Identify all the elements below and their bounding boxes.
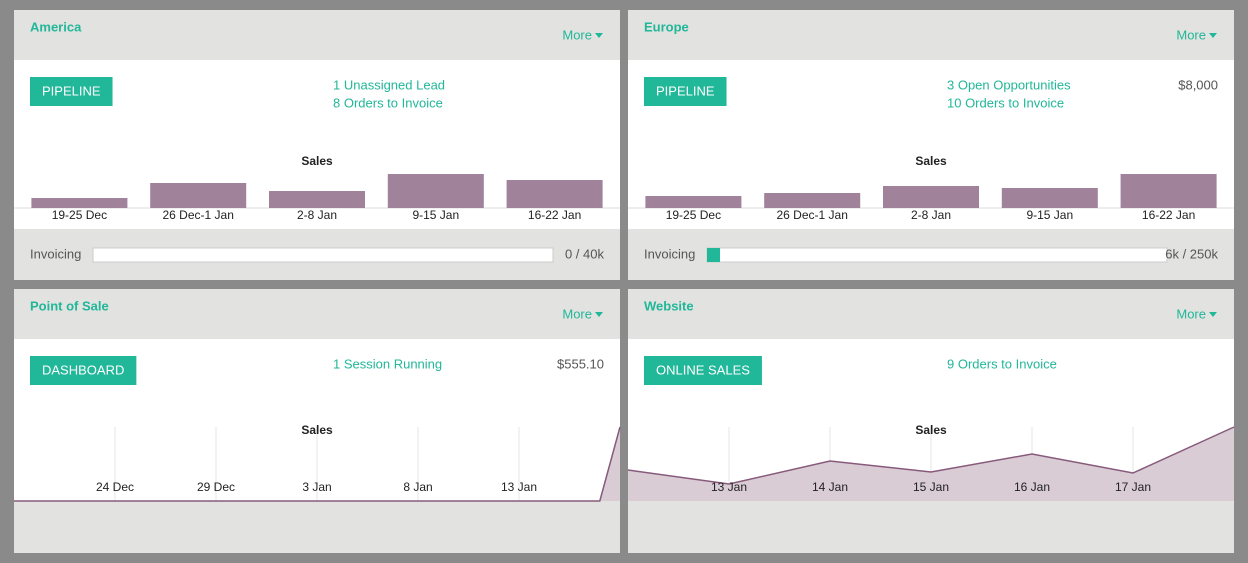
progress-fill (707, 248, 721, 262)
progress-track (92, 247, 554, 263)
caret (1209, 312, 1217, 317)
caret (1209, 33, 1217, 38)
x-tick-label: 13 Jan (501, 480, 537, 494)
card-header (628, 10, 1234, 60)
card-title: Europe (644, 19, 689, 34)
x-tick-label: 3 Jan (302, 480, 331, 494)
bar (506, 180, 603, 208)
x-tick-label: 9-15 Jan (412, 208, 459, 222)
button-label[interactable]: PIPELINE (42, 83, 101, 98)
x-tick-label: 16 Jan (1014, 480, 1050, 494)
line (14, 426, 621, 502)
chart-title: Sales (301, 154, 333, 168)
invoicing-label: Invoicing (30, 246, 81, 261)
card-header (14, 10, 620, 60)
caret (595, 312, 603, 317)
bar (1120, 174, 1217, 208)
invoicing-text: 0 / 40k (565, 246, 605, 261)
card-footer (628, 501, 1234, 553)
x-tick-label: 2-8 Jan (297, 208, 337, 222)
card-title: Website (644, 298, 694, 313)
bar (150, 183, 247, 208)
link[interactable]: 3 Open Opportunities (947, 77, 1071, 92)
x-tick-label: 2-8 Jan (911, 208, 951, 222)
x-tick-label: 19-25 Dec (666, 208, 721, 222)
chart-title: Sales (915, 423, 947, 437)
bar (645, 196, 742, 208)
x-tick-label: 14 Jan (812, 480, 848, 494)
more-menu[interactable]: More (1176, 27, 1206, 42)
card-title: Point of Sale (30, 298, 109, 313)
more-menu[interactable]: More (1176, 306, 1206, 321)
chart-title: Sales (301, 423, 333, 437)
card-header (628, 289, 1234, 339)
x-tick-label: 9-15 Jan (1026, 208, 1073, 222)
card-footer (14, 501, 620, 553)
x-tick-label: 13 Jan (711, 480, 747, 494)
area (628, 427, 1234, 501)
invoicing-text: 6k / 250k (1165, 246, 1218, 261)
button-label[interactable]: ONLINE SALES (656, 362, 750, 377)
button[interactable] (644, 77, 727, 106)
more-menu[interactable]: More (562, 306, 592, 321)
x-tick-label: 17 Jan (1115, 480, 1151, 494)
bar (31, 198, 128, 208)
x-tick-label: 26 Dec-1 Jan (163, 208, 234, 222)
invoicing-label: Invoicing (644, 246, 695, 261)
x-tick-label: 24 Dec (96, 480, 134, 494)
bar (269, 191, 365, 208)
x-tick-label: 29 Dec (197, 480, 235, 494)
caret (595, 33, 603, 38)
link[interactable]: 8 Orders to Invoice (333, 95, 443, 110)
link[interactable]: 1 Unassigned Lead (333, 77, 445, 92)
bar (1001, 188, 1098, 208)
link[interactable]: 1 Session Running (333, 356, 442, 371)
x-tick-label: 26 Dec-1 Jan (777, 208, 848, 222)
link[interactable]: 10 Orders to Invoice (947, 95, 1064, 110)
link[interactable]: 9 Orders to Invoice (947, 356, 1057, 371)
button-label[interactable]: PIPELINE (656, 83, 715, 98)
more-menu[interactable]: More (562, 27, 592, 42)
bar (883, 186, 979, 208)
x-tick-label: 16-22 Jan (1142, 208, 1195, 222)
card-title: America (30, 19, 82, 34)
amount: $8,000 (1178, 77, 1218, 92)
x-tick-label: 16-22 Jan (528, 208, 581, 222)
chart-title: Sales (915, 154, 947, 168)
button[interactable] (30, 77, 113, 106)
amount: $555.10 (557, 356, 604, 371)
button[interactable] (30, 356, 137, 385)
bar (387, 174, 484, 208)
line (627, 426, 1235, 485)
button-label[interactable]: DASHBOARD (42, 362, 124, 377)
button[interactable] (644, 356, 762, 385)
bar (764, 193, 861, 208)
x-tick-label: 15 Jan (913, 480, 949, 494)
card-header (14, 289, 620, 339)
x-tick-label: 19-25 Dec (52, 208, 107, 222)
progress-track (706, 247, 1168, 263)
x-tick-label: 8 Jan (403, 480, 432, 494)
